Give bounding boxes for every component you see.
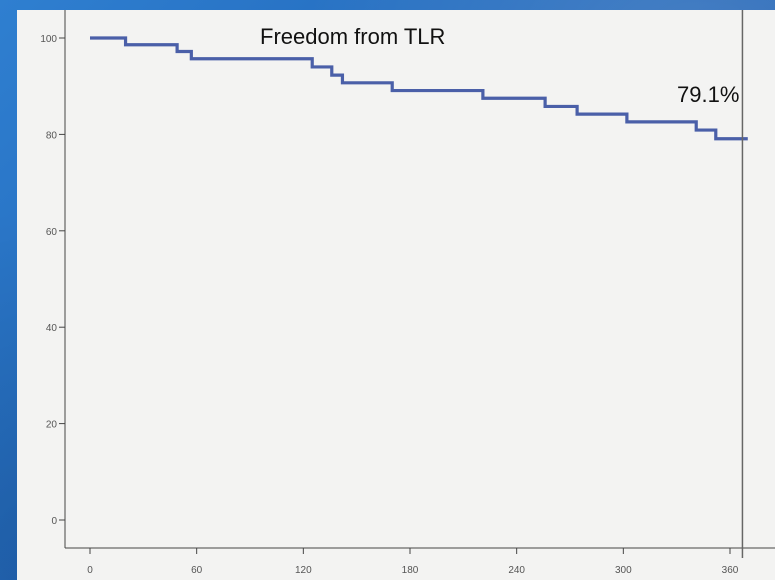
x-tick-label: 60 [191,565,203,576]
ticks: 0 20 40 60 80 100 0 60 120 180 240 300 360 [40,34,738,576]
y-tick-label: 0 [51,516,57,527]
x-tick-label: 0 [87,565,93,576]
x-tick-label: 180 [402,565,419,576]
y-tick-label: 40 [46,323,58,334]
x-tick-label: 120 [295,565,312,576]
x-tick-label: 240 [508,565,525,576]
chart-panel: 0 20 40 60 80 100 0 60 120 180 240 300 360 Freedom f… [17,10,775,580]
survival-chart: 0 20 40 60 80 100 0 60 120 180 240 300 360 Freedom f… [40,10,775,576]
survival-curve [90,36,748,141]
annotation-label: 79.1% [677,82,739,107]
series [90,36,748,141]
y-tick-label: 100 [40,34,57,45]
chart-title: Freedom from TLR [260,24,445,49]
axes [64,10,775,549]
x-tick-label: 300 [615,565,632,576]
y-tick-label: 80 [46,130,58,141]
y-tick-label: 20 [46,420,58,431]
y-tick-label: 60 [46,227,58,238]
x-tick-label: 360 [722,565,739,576]
